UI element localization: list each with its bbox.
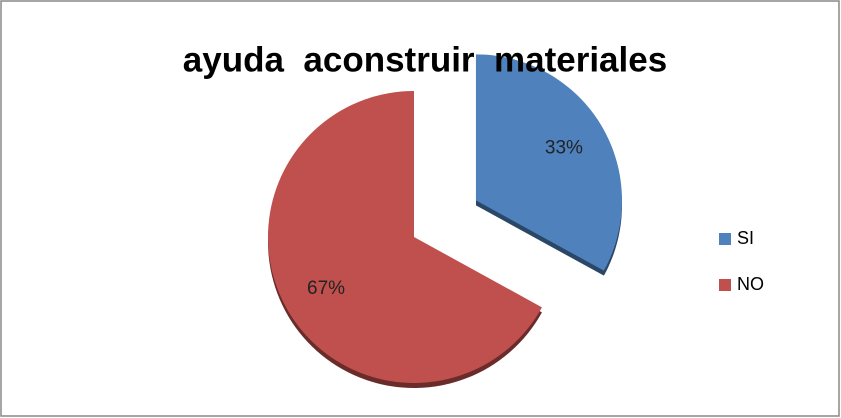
legend: SI NO bbox=[719, 228, 764, 294]
legend-label: NO bbox=[737, 274, 764, 294]
legend-swatch bbox=[719, 233, 731, 245]
legend-swatch bbox=[719, 279, 731, 291]
data-label: 67% bbox=[307, 278, 345, 299]
pie: 33% 67% bbox=[268, 54, 622, 388]
slice bbox=[475, 54, 622, 271]
chart-title: ayuda aconstruir materiales bbox=[183, 40, 667, 79]
legend-label: SI bbox=[737, 228, 754, 248]
slice bbox=[268, 91, 542, 383]
data-label: 33% bbox=[545, 137, 583, 158]
